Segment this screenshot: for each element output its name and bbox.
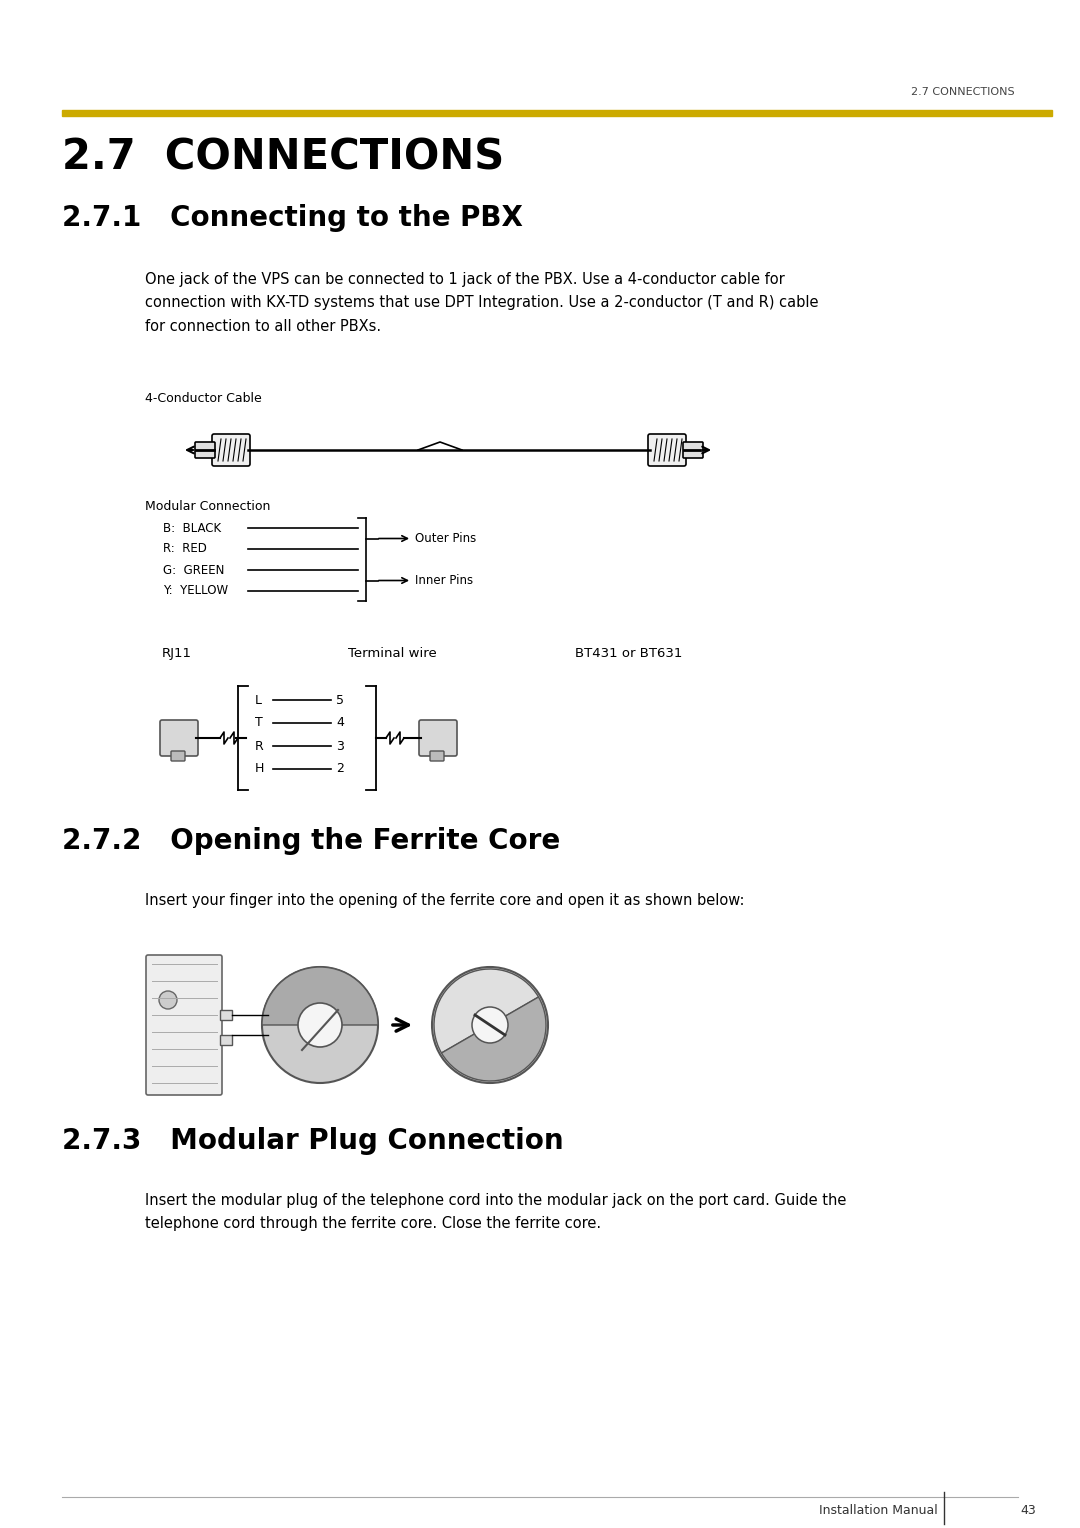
Circle shape [432,967,548,1083]
Wedge shape [442,996,546,1080]
Text: L: L [255,694,262,706]
Text: 3: 3 [336,740,343,752]
Circle shape [262,967,378,1083]
Text: Installation Manual: Installation Manual [820,1505,939,1517]
Text: B:  BLACK: B: BLACK [163,521,221,535]
Text: 5: 5 [336,694,345,706]
FancyBboxPatch shape [195,442,215,458]
Circle shape [159,992,177,1008]
Text: H: H [255,762,265,776]
Text: Y:  YELLOW: Y: YELLOW [163,585,228,597]
Text: T: T [255,717,262,729]
Text: BT431 or BT631: BT431 or BT631 [575,646,683,660]
Circle shape [472,1007,508,1044]
Text: 43: 43 [1021,1505,1036,1517]
Text: 4: 4 [336,717,343,729]
Text: Insert your finger into the opening of the ferrite core and open it as shown bel: Insert your finger into the opening of t… [145,892,744,908]
FancyBboxPatch shape [171,750,185,761]
Wedge shape [434,969,539,1053]
Text: 2.7  CONNECTIONS: 2.7 CONNECTIONS [62,136,504,177]
Text: 2.7 CONNECTIONS: 2.7 CONNECTIONS [912,87,1015,96]
Circle shape [298,1002,342,1047]
FancyBboxPatch shape [160,720,198,756]
Text: RJ11: RJ11 [162,646,192,660]
FancyBboxPatch shape [146,955,222,1096]
FancyBboxPatch shape [212,434,249,466]
Text: 2.7.2   Opening the Ferrite Core: 2.7.2 Opening the Ferrite Core [62,827,561,856]
Text: G:  GREEN: G: GREEN [163,564,225,576]
FancyBboxPatch shape [430,750,444,761]
Text: Terminal wire: Terminal wire [348,646,436,660]
Bar [220,1034,232,1045]
Text: 2.7.3   Modular Plug Connection: 2.7.3 Modular Plug Connection [62,1128,564,1155]
Text: R: R [255,740,264,752]
FancyBboxPatch shape [683,442,703,458]
Text: Insert the modular plug of the telephone cord into the modular jack on the port : Insert the modular plug of the telephone… [145,1193,847,1232]
Bar [220,1010,232,1021]
Text: Modular Connection: Modular Connection [145,500,270,513]
Bar [62,110,1052,116]
Text: Inner Pins: Inner Pins [415,575,473,587]
Text: Outer Pins: Outer Pins [415,532,476,545]
Text: One jack of the VPS can be connected to 1 jack of the PBX. Use a 4-conductor cab: One jack of the VPS can be connected to … [145,272,819,333]
Text: 2: 2 [336,762,343,776]
Text: 4-Conductor Cable: 4-Conductor Cable [145,393,261,405]
Text: R:  RED: R: RED [163,542,207,556]
Wedge shape [262,967,378,1025]
FancyBboxPatch shape [419,720,457,756]
Text: 2.7.1   Connecting to the PBX: 2.7.1 Connecting to the PBX [62,205,523,232]
FancyBboxPatch shape [648,434,686,466]
